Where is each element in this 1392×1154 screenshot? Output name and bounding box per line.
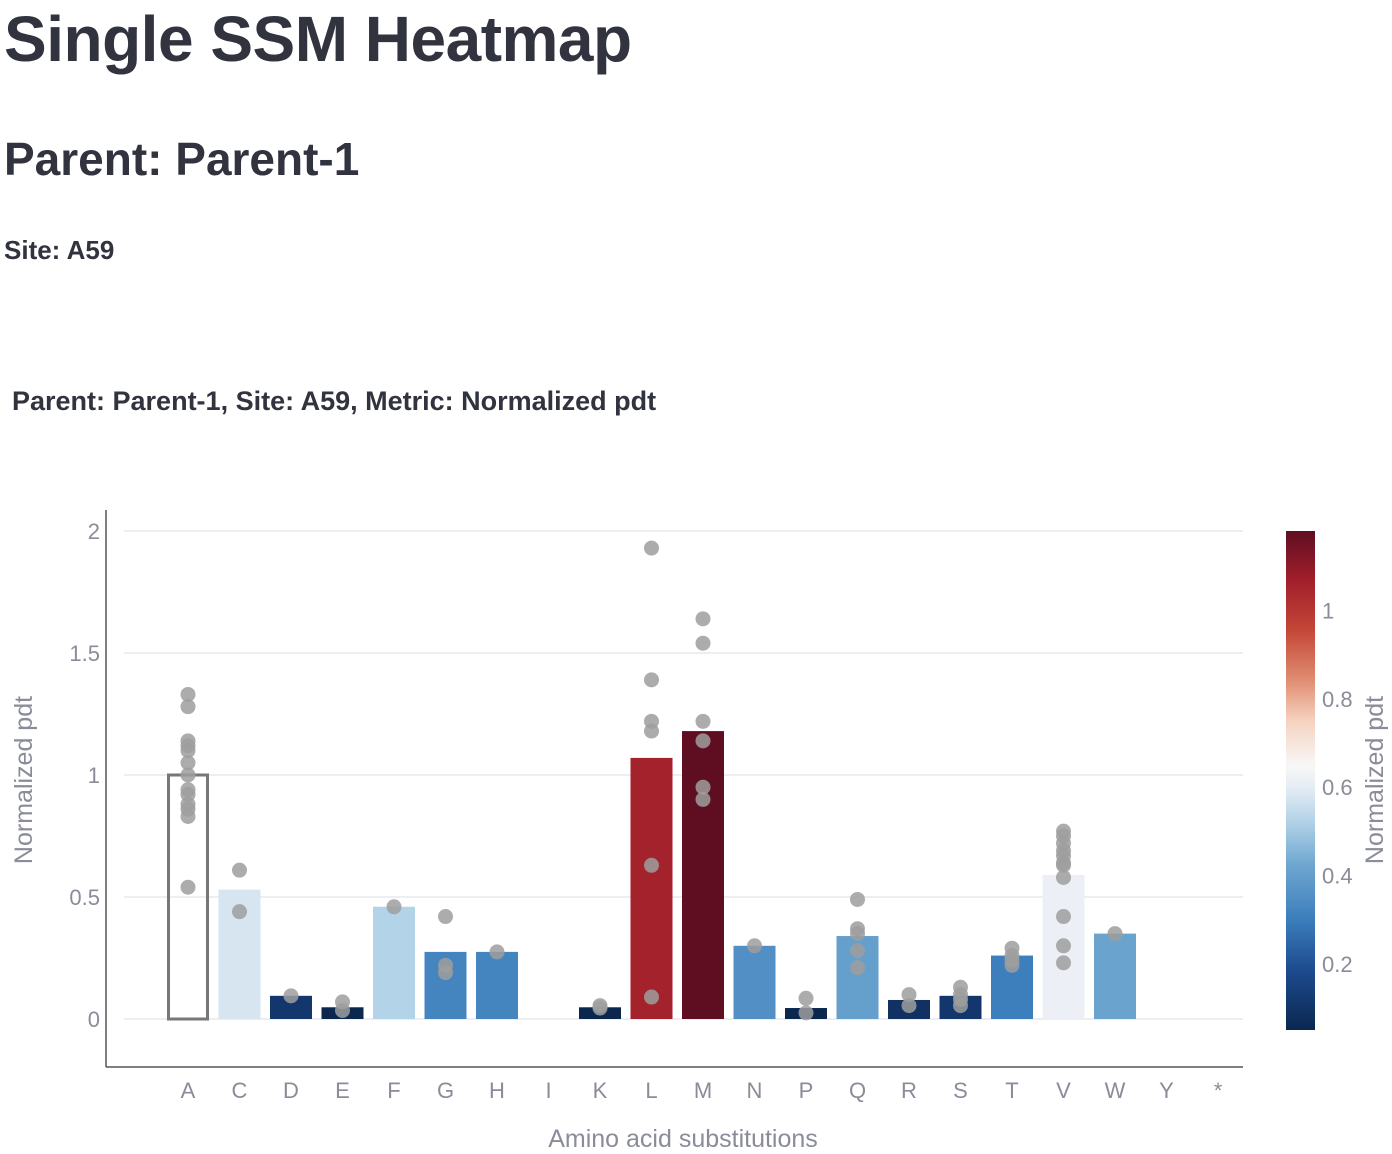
bar-M xyxy=(682,731,724,1019)
x-tick-label: A xyxy=(181,1078,196,1103)
data-point-W xyxy=(1107,926,1123,942)
data-point-Q xyxy=(850,960,865,976)
bar-W xyxy=(1094,933,1136,1019)
chart-title: Parent: Parent-1, Site: A59, Metric: Nor… xyxy=(12,386,656,416)
data-point-T xyxy=(1004,957,1020,973)
x-tick-label: L xyxy=(645,1078,657,1103)
x-tick-label: P xyxy=(799,1078,814,1103)
x-tick-label: C xyxy=(232,1078,248,1103)
data-point-L xyxy=(644,723,659,739)
data-point-V xyxy=(1056,869,1071,885)
x-tick-label: D xyxy=(283,1078,299,1103)
data-point-V xyxy=(1056,857,1071,873)
y-axis-label: Normalized pdt xyxy=(10,696,38,864)
data-point-G xyxy=(438,965,453,981)
bar-D xyxy=(270,995,312,1019)
colorbar-gradient xyxy=(1286,531,1315,1030)
colorbar-tick-label: 0.8 xyxy=(1322,687,1353,712)
data-point-L xyxy=(644,540,659,556)
x-tick-label: M xyxy=(694,1078,712,1103)
y-tick-label: 1.5 xyxy=(69,641,100,666)
bar-F xyxy=(373,906,415,1019)
data-point-M xyxy=(695,733,711,749)
x-tick-label: H xyxy=(489,1078,505,1103)
data-point-L xyxy=(644,857,659,873)
data-point-A xyxy=(180,699,196,715)
data-point-Q xyxy=(850,926,865,942)
data-point-A xyxy=(180,808,196,824)
x-tick-label: G xyxy=(437,1078,454,1103)
y-tick-label: 2 xyxy=(88,519,100,544)
y-tick-label: 0.5 xyxy=(69,885,100,910)
page-title: Single SSM Heatmap xyxy=(4,3,632,75)
colorbar-tick-label: 0.2 xyxy=(1322,952,1353,977)
data-point-D xyxy=(283,988,299,1004)
data-point-V xyxy=(1056,938,1071,954)
data-point-C xyxy=(232,904,247,920)
data-point-S xyxy=(953,998,968,1014)
data-point-P xyxy=(798,1005,814,1021)
data-point-L xyxy=(644,989,659,1005)
data-point-M xyxy=(695,779,711,795)
data-point-A xyxy=(180,743,196,759)
x-tick-label: F xyxy=(387,1078,400,1103)
parent-heading: Parent: Parent-1 xyxy=(4,133,360,185)
x-tick-label: K xyxy=(593,1078,608,1103)
data-point-E xyxy=(335,1002,350,1018)
data-point-R xyxy=(901,987,917,1003)
data-point-M xyxy=(695,635,711,651)
data-point-F xyxy=(386,899,402,915)
bar-H xyxy=(476,951,518,1019)
colorbar-tick-label: 1 xyxy=(1322,598,1334,623)
colorbar-title: Normalized pdt xyxy=(1361,696,1389,864)
data-point-N xyxy=(747,938,762,954)
bar-L xyxy=(630,757,673,1019)
x-tick-label: Q xyxy=(849,1078,866,1103)
data-point-Q xyxy=(850,891,865,907)
x-tick-label: W xyxy=(1105,1078,1126,1103)
x-axis-label: Amino acid substitutions xyxy=(548,1125,818,1153)
site-heading: Site: A59 xyxy=(4,235,115,265)
data-point-M xyxy=(695,611,711,627)
x-tick-label: N xyxy=(747,1078,763,1103)
data-point-R xyxy=(901,998,917,1014)
colorbar-tick-label: 0.6 xyxy=(1322,775,1353,800)
data-point-A xyxy=(180,879,196,895)
data-point-A xyxy=(180,767,196,783)
data-point-V xyxy=(1056,955,1071,971)
colorbar-tick-label: 0.4 xyxy=(1322,863,1353,888)
data-point-A xyxy=(180,755,196,771)
data-point-P xyxy=(798,990,814,1006)
x-tick-label: V xyxy=(1056,1078,1071,1103)
data-point-M xyxy=(695,791,711,807)
x-tick-label: T xyxy=(1005,1078,1018,1103)
data-point-A xyxy=(180,686,196,702)
colorbar: 0.2 0.4 0.6 0.8 1 Normalized pdt xyxy=(1286,531,1389,1030)
data-point-Q xyxy=(850,943,865,959)
x-tick-label: S xyxy=(953,1078,968,1103)
bar-N xyxy=(733,945,776,1019)
data-point-M xyxy=(695,713,711,729)
data-point-C xyxy=(232,862,247,878)
data-point-K xyxy=(592,1000,608,1016)
x-tick-label: * xyxy=(1214,1078,1223,1103)
data-point-H xyxy=(489,944,505,960)
data-point-G xyxy=(438,909,453,925)
ssm-bar-chart: Parent: Parent-1, Site: A59, Metric: Nor… xyxy=(10,386,1389,1153)
x-tick-label: I xyxy=(545,1078,551,1103)
data-point-L xyxy=(644,672,659,688)
data-point-V xyxy=(1056,909,1071,925)
y-tick-label: 0 xyxy=(88,1007,100,1032)
x-tick-label: R xyxy=(901,1078,917,1103)
y-tick-label: 1 xyxy=(88,763,100,788)
x-tick-label: Y xyxy=(1159,1078,1174,1103)
x-tick-label: E xyxy=(335,1078,350,1103)
